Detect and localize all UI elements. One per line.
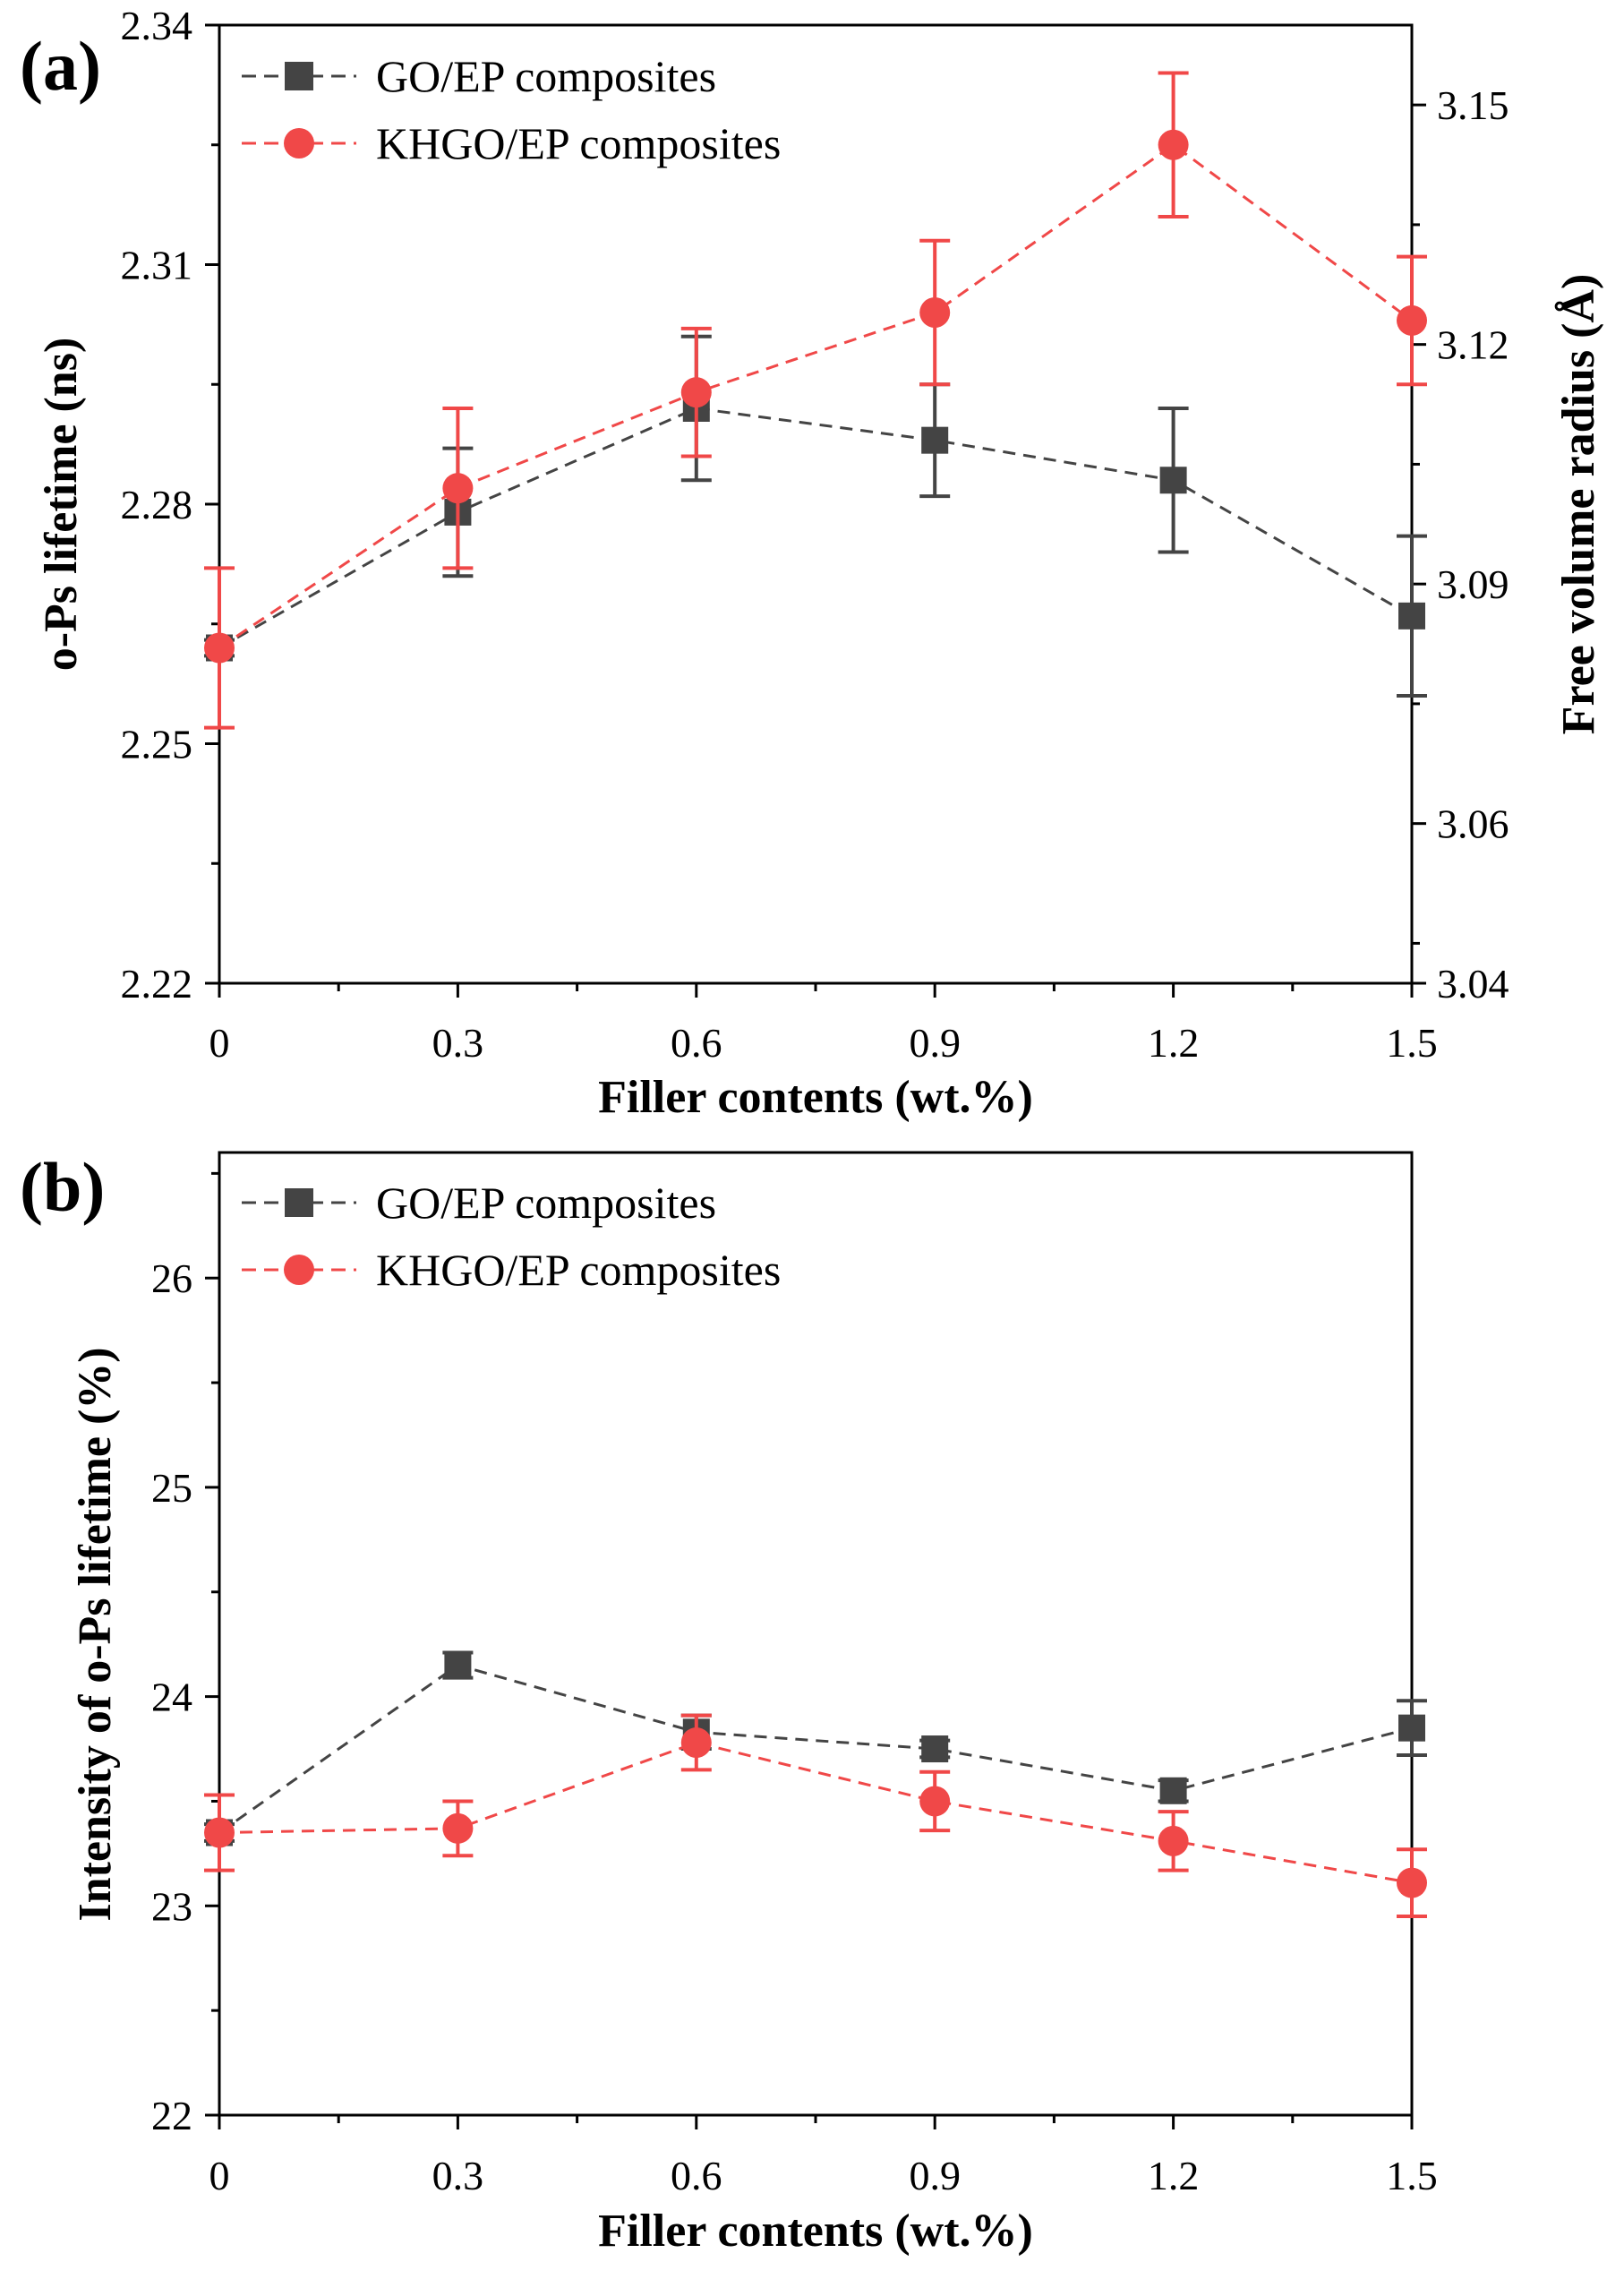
legend-label-go: GO/EP composites: [376, 51, 716, 101]
legend-label-khgo: KHGO/EP composites: [376, 118, 781, 168]
data-point-circle: [442, 1812, 474, 1844]
data-point-circle: [919, 1786, 951, 1817]
panel-b-ticks: [205, 1171, 1414, 2129]
panel-b-x-axis-title: Filler contents (wt.%): [598, 2206, 1033, 2257]
data-point-square: [1398, 1714, 1425, 1742]
legend-label-go: GO/EP composites: [376, 1178, 716, 1228]
panel-b-x-tick-label: 0.3: [432, 2153, 484, 2198]
panel-b-y-tick-label: 22: [151, 2093, 192, 2138]
data-point-circle: [204, 632, 235, 664]
panel-a-y2-tick-label: 3.06: [1437, 801, 1509, 847]
panel-a-y-tick-label: 2.28: [121, 482, 193, 527]
data-point-square: [1159, 1777, 1187, 1804]
series-go: [204, 1650, 1427, 1846]
data-point-circle: [919, 297, 951, 328]
series-line-khgo: [218, 142, 1413, 649]
series-go: [204, 334, 1427, 698]
panel-b-legend-khgo: KHGO/EP composites: [242, 1245, 781, 1295]
panel-a-y-tick-label: 2.22: [121, 961, 193, 1007]
data-point-circle: [1158, 129, 1189, 160]
panel-a-y2-tick-label: 3.09: [1437, 561, 1509, 607]
data-point-circle: [680, 1727, 712, 1759]
panel-a-label: (a): [20, 27, 101, 105]
panel-a-plot-frame: [218, 23, 1414, 985]
panel-a-legend-go: GO/EP composites: [242, 51, 716, 101]
panel-b-legend-go: GO/EP composites: [242, 1178, 716, 1228]
panel-b-x-tick-label: 0.6: [671, 2153, 722, 2198]
panel-b-plot-frame: [218, 1151, 1414, 2117]
data-point-circle: [680, 377, 712, 408]
series-khgo: [204, 1713, 1427, 1918]
data-point-circle: [1397, 304, 1427, 336]
panel-b-y-tick-label: 25: [151, 1465, 192, 1511]
legend-square-marker: [285, 1188, 313, 1217]
panel-b: (b) 0 0.3 0.6 0.9 1.2 1.5 22 23 24 25 26…: [20, 1148, 1438, 2257]
data-point-square: [444, 1651, 472, 1679]
panel-a-y-tick-label: 2.34: [121, 3, 193, 48]
series-khgo: [204, 71, 1427, 730]
panel-a-x-tick-label: 1.2: [1148, 1020, 1200, 1066]
data-point-circle: [204, 1817, 235, 1848]
panel-a-x-axis-title: Filler contents (wt.%): [598, 1072, 1033, 1123]
panel-a-legend-khgo: KHGO/EP composites: [242, 118, 781, 168]
panel-a-x-tick-label: 0.6: [671, 1020, 722, 1066]
panel-a-x-tick-label: 0.9: [909, 1020, 961, 1066]
legend-label-khgo: KHGO/EP composites: [376, 1245, 781, 1295]
data-point-square: [1159, 467, 1187, 494]
panel-a-y2-tick-label: 3.04: [1437, 961, 1509, 1007]
series-line-go: [218, 407, 1413, 649]
panel-b-y-tick-label: 23: [151, 1883, 192, 1929]
panel-a-series: [204, 71, 1427, 730]
panel-a-y2-axis-title: Free volume radius (Å): [1553, 274, 1604, 735]
panel-b-x-tick-label: 1.5: [1386, 2153, 1438, 2198]
data-point-square: [921, 1735, 949, 1763]
panel-a-x-tick-label: 1.5: [1386, 1020, 1438, 1066]
data-point-square: [1398, 602, 1425, 630]
panel-b-x-tick-label: 1.2: [1148, 2153, 1200, 2198]
panel-b-x-tick-label: 0.9: [909, 2153, 961, 2198]
panel-b-y-tick-label: 26: [151, 1255, 192, 1301]
panel-b-y-tick-label: 24: [151, 1675, 192, 1720]
legend-circle-marker: [284, 1255, 314, 1285]
legend-circle-marker: [284, 128, 314, 159]
panel-a-x-tick-label: 0.3: [432, 1020, 484, 1066]
series-line-go: [218, 1663, 1413, 1834]
panel-b-label: (b): [20, 1148, 105, 1226]
panel-b-legend: GO/EP composites KHGO/EP composites: [242, 1178, 781, 1295]
panel-b-y-axis-title: Intensity of o-Ps lifetime (%): [70, 1347, 121, 1921]
panel-a-ticks: [205, 23, 1426, 998]
panel-b-series: [204, 1650, 1427, 1918]
panel-a-y2-tick-label: 3.15: [1437, 82, 1509, 128]
data-point-circle: [1397, 1867, 1427, 1898]
panel-a-x-tick-label: 0: [209, 1020, 230, 1066]
data-point-circle: [442, 473, 474, 504]
panel-a-legend: GO/EP composites KHGO/EP composites: [242, 51, 781, 168]
data-point-circle: [1158, 1825, 1189, 1856]
data-point-square: [921, 426, 949, 454]
series-line-khgo: [218, 1741, 1413, 1885]
panel-a-y-tick-label: 2.31: [121, 243, 193, 288]
panel-a-y-axis-title: o-Ps lifetime (ns): [36, 338, 87, 672]
panel-b-x-tick-label: 0: [209, 2153, 230, 2198]
panel-a: (a) 0 0.3 0.6 0.9 1.2 1.5 2.22 2.25 2.28…: [20, 3, 1604, 1123]
panel-a-y2-tick-label: 3.12: [1437, 322, 1509, 368]
panel-a-y-tick-label: 2.25: [121, 722, 193, 767]
legend-square-marker: [285, 62, 313, 90]
